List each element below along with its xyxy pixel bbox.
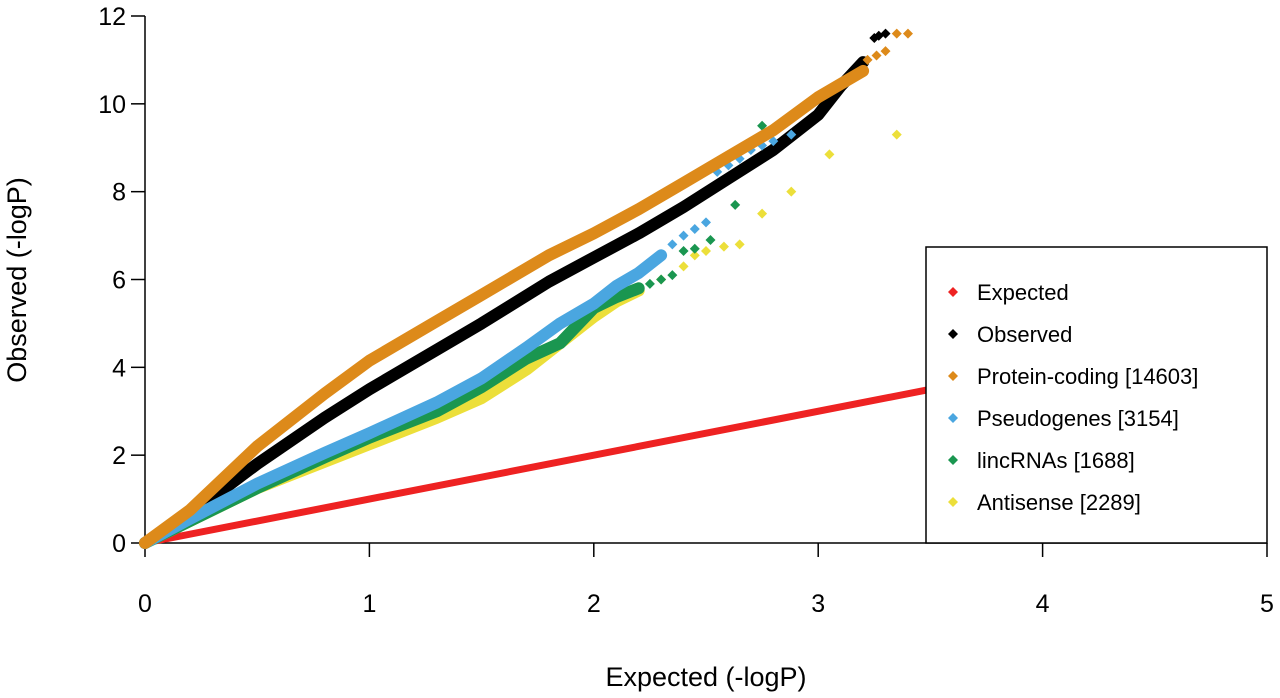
data-point (689, 223, 700, 234)
data-point (678, 230, 689, 241)
legend-marker (948, 455, 958, 465)
data-point (644, 278, 655, 289)
data-point (862, 54, 873, 65)
data-point (730, 199, 741, 210)
data-point (689, 243, 700, 254)
legend-item: Antisense [2289] (948, 490, 1141, 515)
legend-label: Observed (977, 322, 1072, 347)
legend-item: lincRNAs [1688] (948, 448, 1135, 473)
legend-item: Pseudogenes [3154] (948, 406, 1179, 431)
legend-label: lincRNAs [1688] (977, 448, 1135, 473)
data-point (667, 239, 678, 250)
legend-item: Observed (948, 322, 1072, 347)
x-tick-label: 0 (138, 590, 152, 618)
data-point (880, 28, 891, 39)
data-point (786, 186, 797, 197)
x-tick-label: 4 (1036, 590, 1050, 618)
x-tick-label: 5 (1260, 590, 1274, 618)
data-point (678, 261, 689, 272)
data-point (689, 250, 700, 261)
legend-label: Pseudogenes [3154] (977, 406, 1179, 431)
x-axis-label: Expected (-logP) (605, 662, 806, 692)
legend-marker (948, 413, 958, 423)
y-axis-label: Observed (-logP) (2, 177, 32, 383)
dense-point-band (139, 249, 668, 549)
legend-marker (948, 371, 958, 381)
dense-point-band (139, 64, 870, 549)
legend: Expected Observed Protein-coding [14603] Ps… (925, 246, 1268, 544)
data-point (891, 28, 902, 39)
x-tick-label: 1 (362, 590, 376, 618)
plot-area (139, 28, 1268, 549)
data-point (871, 50, 882, 61)
data-point (734, 239, 745, 250)
legend-marker (948, 287, 958, 297)
y-tick-label: 4 (112, 354, 126, 382)
series-observed (139, 28, 891, 549)
legend-label: Expected (977, 280, 1069, 305)
legend-box (925, 246, 1268, 544)
data-point (678, 245, 689, 256)
data-point (757, 120, 768, 131)
x-tick-label: 2 (587, 590, 601, 618)
data-point (656, 274, 667, 285)
dense-point-band (139, 56, 870, 549)
legend-item: Protein-coding [14603] (948, 364, 1198, 389)
data-point (701, 217, 711, 228)
data-point (824, 149, 835, 160)
data-point (757, 208, 768, 219)
data-point (902, 28, 913, 39)
data-point (667, 270, 678, 281)
data-point (786, 129, 797, 140)
data-point (768, 136, 779, 147)
data-point (701, 245, 711, 256)
data-point (718, 241, 729, 252)
series-protein-coding (139, 28, 913, 549)
legend-marker (948, 497, 958, 507)
y-tick-label: 2 (112, 442, 126, 470)
y-tick-label: 6 (112, 267, 126, 295)
y-tick-label: 10 (98, 91, 126, 119)
y-tick-label: 8 (112, 179, 126, 207)
x-tick-label: 3 (811, 590, 825, 618)
data-point (880, 46, 891, 57)
legend-marker (948, 329, 958, 339)
legend-label: Antisense [2289] (977, 490, 1141, 515)
y-tick-label: 12 (98, 3, 126, 31)
data-point (705, 234, 716, 245)
legend-label: Protein-coding [14603] (977, 364, 1198, 389)
data-point (891, 129, 902, 140)
legend-item: Expected (948, 280, 1069, 305)
y-tick-label: 0 (112, 530, 126, 558)
